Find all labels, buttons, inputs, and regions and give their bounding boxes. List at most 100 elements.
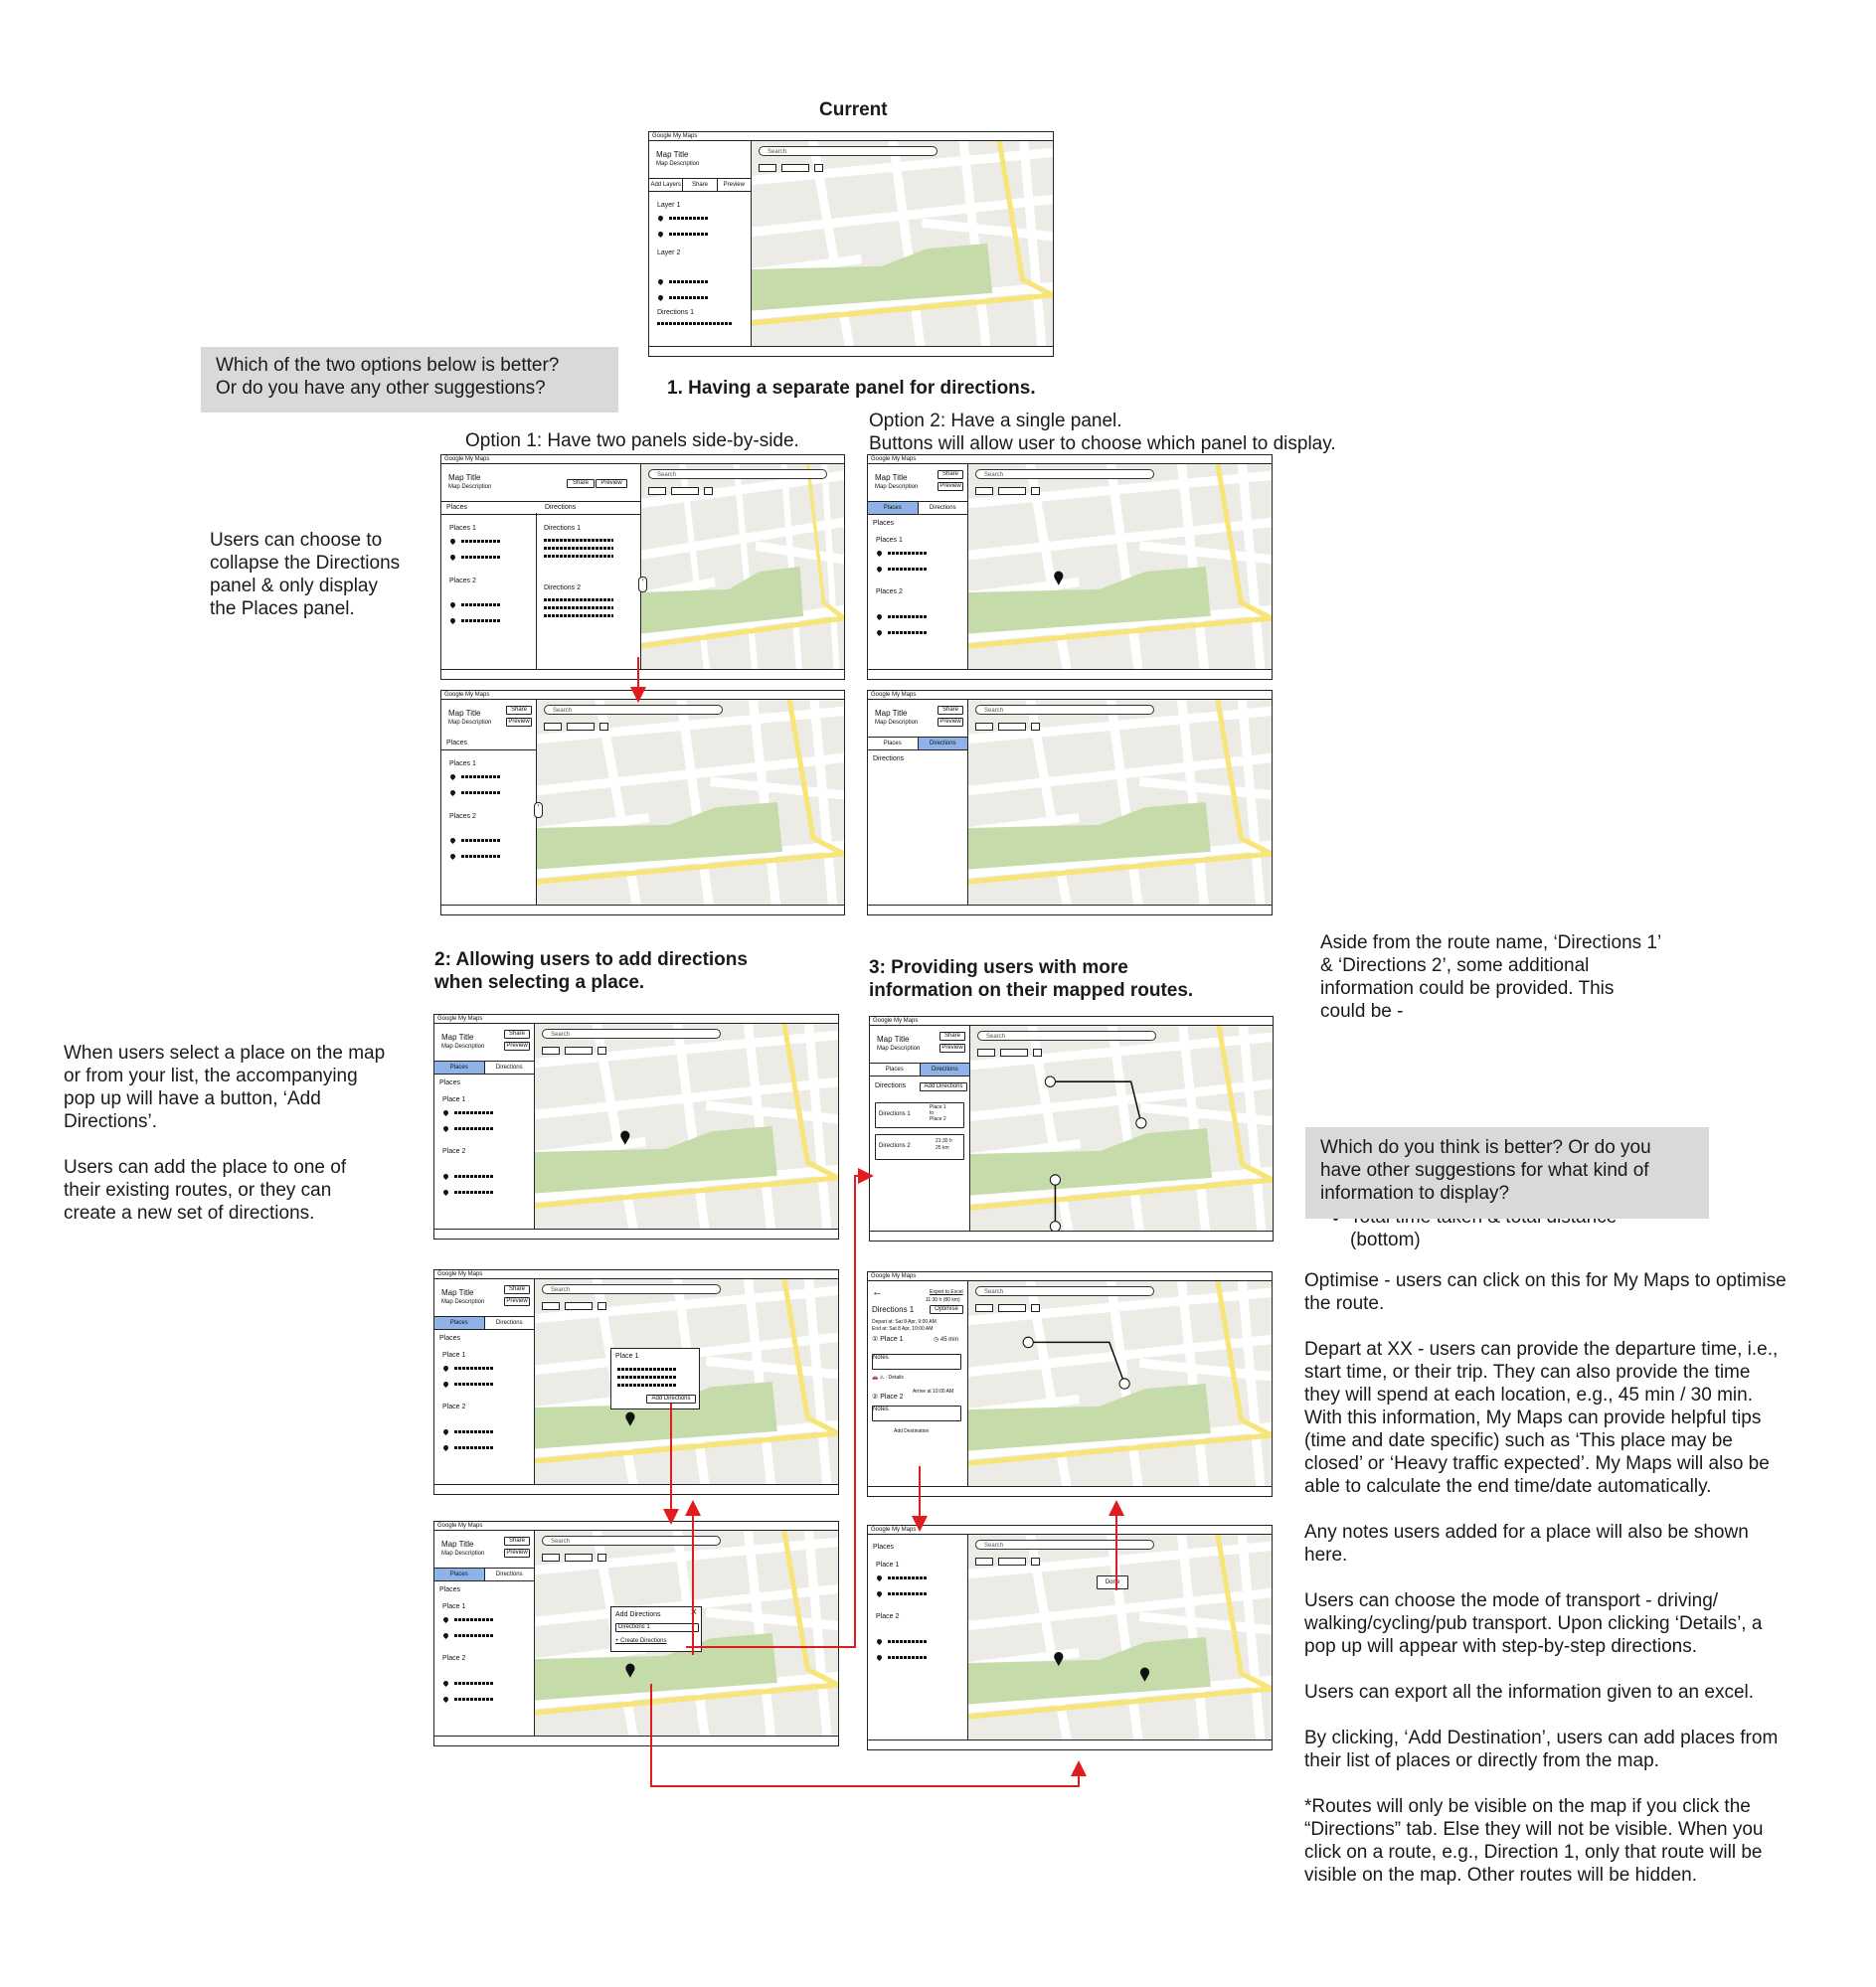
map-canvas[interactable] [640,463,844,670]
place-item[interactable] [461,540,501,543]
place-item[interactable] [454,1127,494,1130]
back-arrow-icon[interactable]: ← [872,1286,883,1298]
add-directions-button[interactable]: Add Directions [646,1395,696,1404]
place-item[interactable] [461,603,501,606]
close-icon[interactable]: × [690,1606,697,1618]
search-input[interactable]: Search [544,705,723,715]
search-input[interactable]: Search [975,469,1154,479]
share-button[interactable]: Share [683,179,718,191]
tool-icons[interactable] [567,723,595,731]
preview-button[interactable]: Preview [506,718,532,727]
preview-button[interactable]: Preview [596,479,627,488]
map-title[interactable]: Map Title [448,473,481,482]
map-description[interactable]: Map Description [448,720,492,726]
place-item[interactable] [454,1618,494,1621]
route-card-directions2[interactable]: Directions 2 21:30 h 25 km [875,1134,964,1160]
map-area[interactable] [640,463,844,670]
add-destination-link[interactable]: Add Destination [894,1428,930,1434]
place-item[interactable] [454,1682,494,1685]
depart-time[interactable]: Depart at: Sat 8 Apr, 9:00 AM [872,1319,937,1325]
done-button[interactable]: Done [1097,1575,1128,1589]
search-input[interactable]: Search [648,469,827,479]
tab-places[interactable]: Places [868,502,919,514]
place-item[interactable] [461,619,501,622]
preview-button[interactable]: Preview [938,718,963,727]
preview-button[interactable]: Preview [939,1044,965,1053]
ruler-icon[interactable] [704,487,713,495]
ruler-icon[interactable] [1031,723,1040,731]
share-button[interactable]: Share [938,706,963,715]
notes-field[interactable]: Notes [872,1406,961,1421]
map-toolbar[interactable] [544,723,608,731]
map-canvas[interactable] [967,1280,1272,1487]
map-toolbar[interactable] [648,487,713,495]
tab-directions[interactable]: Directions [495,1572,523,1577]
undo-icon[interactable] [759,164,776,172]
undo-icon[interactable] [975,1558,993,1566]
map-canvas[interactable] [536,699,844,906]
search-input[interactable]: Search [542,1536,721,1546]
expand-handle[interactable]: › [534,802,543,818]
map-title[interactable]: Map Title [877,1035,910,1044]
tool-icons[interactable] [565,1302,593,1310]
map-description[interactable]: Map Description [448,484,492,490]
search-input[interactable]: Search [542,1284,721,1294]
map-toolbar[interactable] [975,723,1040,731]
map-description[interactable]: Map Description [875,720,919,726]
tab-directions[interactable]: Directions [495,1320,523,1326]
undo-icon[interactable] [542,1554,560,1562]
place-item[interactable] [669,296,709,299]
direction-item[interactable] [544,555,613,558]
map-toolbar[interactable] [542,1302,606,1310]
place-item[interactable] [888,631,928,634]
notes-field[interactable]: Notes [872,1354,961,1370]
tool-icons[interactable] [781,164,809,172]
ruler-icon[interactable] [1033,1049,1042,1057]
map-title[interactable]: Map Title [441,1033,474,1042]
map-toolbar[interactable] [975,1558,1040,1566]
place-item[interactable] [888,1592,928,1595]
ruler-icon[interactable] [597,1554,606,1562]
undo-icon[interactable] [975,1304,993,1312]
map-area[interactable] [751,140,1053,347]
route-option-directions1[interactable]: Directions 1 [615,1623,699,1632]
add-layers-button[interactable]: Add Layers [649,179,684,191]
search-input[interactable]: Search [975,705,1154,715]
place-item[interactable] [888,1640,928,1643]
undo-icon[interactable] [544,723,562,731]
map-toolbar[interactable] [542,1047,606,1055]
map-area[interactable] [967,1280,1272,1487]
map-description[interactable]: Map Description [441,1551,485,1557]
place-item[interactable] [461,775,501,778]
preview-button[interactable]: Preview [504,1297,530,1306]
tab-directions[interactable]: Directions [920,1064,969,1076]
preview-button[interactable]: Preview [938,482,963,491]
direction-item[interactable] [657,322,732,325]
tool-icons[interactable] [998,487,1026,495]
place-item[interactable] [461,791,501,794]
share-button[interactable]: Share [567,479,595,488]
search-input[interactable]: Search [975,1540,1154,1550]
place-item[interactable] [461,855,501,858]
map-description[interactable]: Map Description [877,1046,921,1052]
collapse-handle[interactable]: ‹ [638,577,647,592]
search-input[interactable]: Search [542,1029,721,1039]
direction-item[interactable] [544,606,613,609]
route-card-directions1[interactable]: Directions 1 Place 1 to Place 2 [875,1102,964,1128]
preview-button[interactable]: Preview [504,1042,530,1051]
map-canvas[interactable] [751,140,1053,347]
map-canvas[interactable] [969,1025,1273,1232]
tool-icons[interactable] [1000,1049,1028,1057]
undo-icon[interactable] [975,723,993,731]
map-canvas[interactable] [967,463,1272,670]
share-button[interactable]: Share [938,470,963,479]
create-directions-link[interactable]: + Create Directions [615,1638,667,1644]
ruler-icon[interactable] [597,1047,606,1055]
place-item[interactable] [454,1430,494,1433]
direction-item[interactable] [544,614,613,617]
map-description[interactable]: Map Description [441,1299,485,1305]
direction-item[interactable] [544,539,613,542]
tool-icons[interactable] [565,1554,593,1562]
ruler-icon[interactable] [1031,487,1040,495]
map-description[interactable]: Map Description [656,161,700,167]
